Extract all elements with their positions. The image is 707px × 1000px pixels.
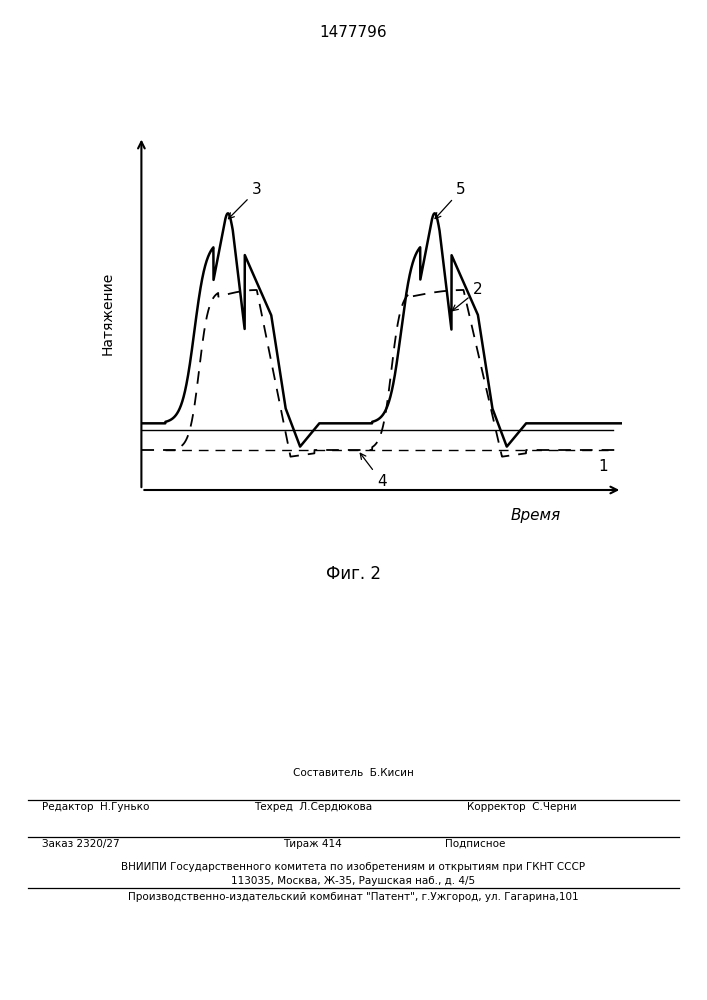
Text: Время: Время	[510, 508, 561, 523]
Text: Редактор  Н.Гунько: Редактор Н.Гунько	[42, 802, 150, 812]
Text: 5: 5	[435, 182, 466, 219]
Text: 3: 3	[228, 182, 262, 219]
Text: Натяжение: Натяжение	[100, 272, 115, 355]
Text: 2: 2	[452, 282, 483, 311]
Text: Производственно-издательский комбинат "Патент", г.Ужгород, ул. Гагарина,101: Производственно-издательский комбинат "П…	[128, 892, 579, 902]
Text: Техред  Л.Сердюкова: Техред Л.Сердюкова	[255, 802, 373, 812]
Text: Заказ 2320/27: Заказ 2320/27	[42, 839, 120, 849]
Text: Корректор  С.Черни: Корректор С.Черни	[467, 802, 576, 812]
Text: 4: 4	[361, 453, 387, 489]
Text: Тираж 414: Тираж 414	[283, 839, 341, 849]
Text: Составитель  Б.Кисин: Составитель Б.Кисин	[293, 768, 414, 778]
Text: Подписное: Подписное	[445, 839, 506, 849]
Text: 113035, Москва, Ж-35, Раушская наб., д. 4/5: 113035, Москва, Ж-35, Раушская наб., д. …	[231, 876, 476, 886]
Text: 1: 1	[598, 459, 608, 474]
Text: Фиг. 2: Фиг. 2	[326, 565, 381, 583]
Text: ВНИИПИ Государственного комитета по изобретениям и открытиям при ГКНТ СССР: ВНИИПИ Государственного комитета по изоб…	[122, 862, 585, 872]
Text: 1477796: 1477796	[320, 25, 387, 40]
